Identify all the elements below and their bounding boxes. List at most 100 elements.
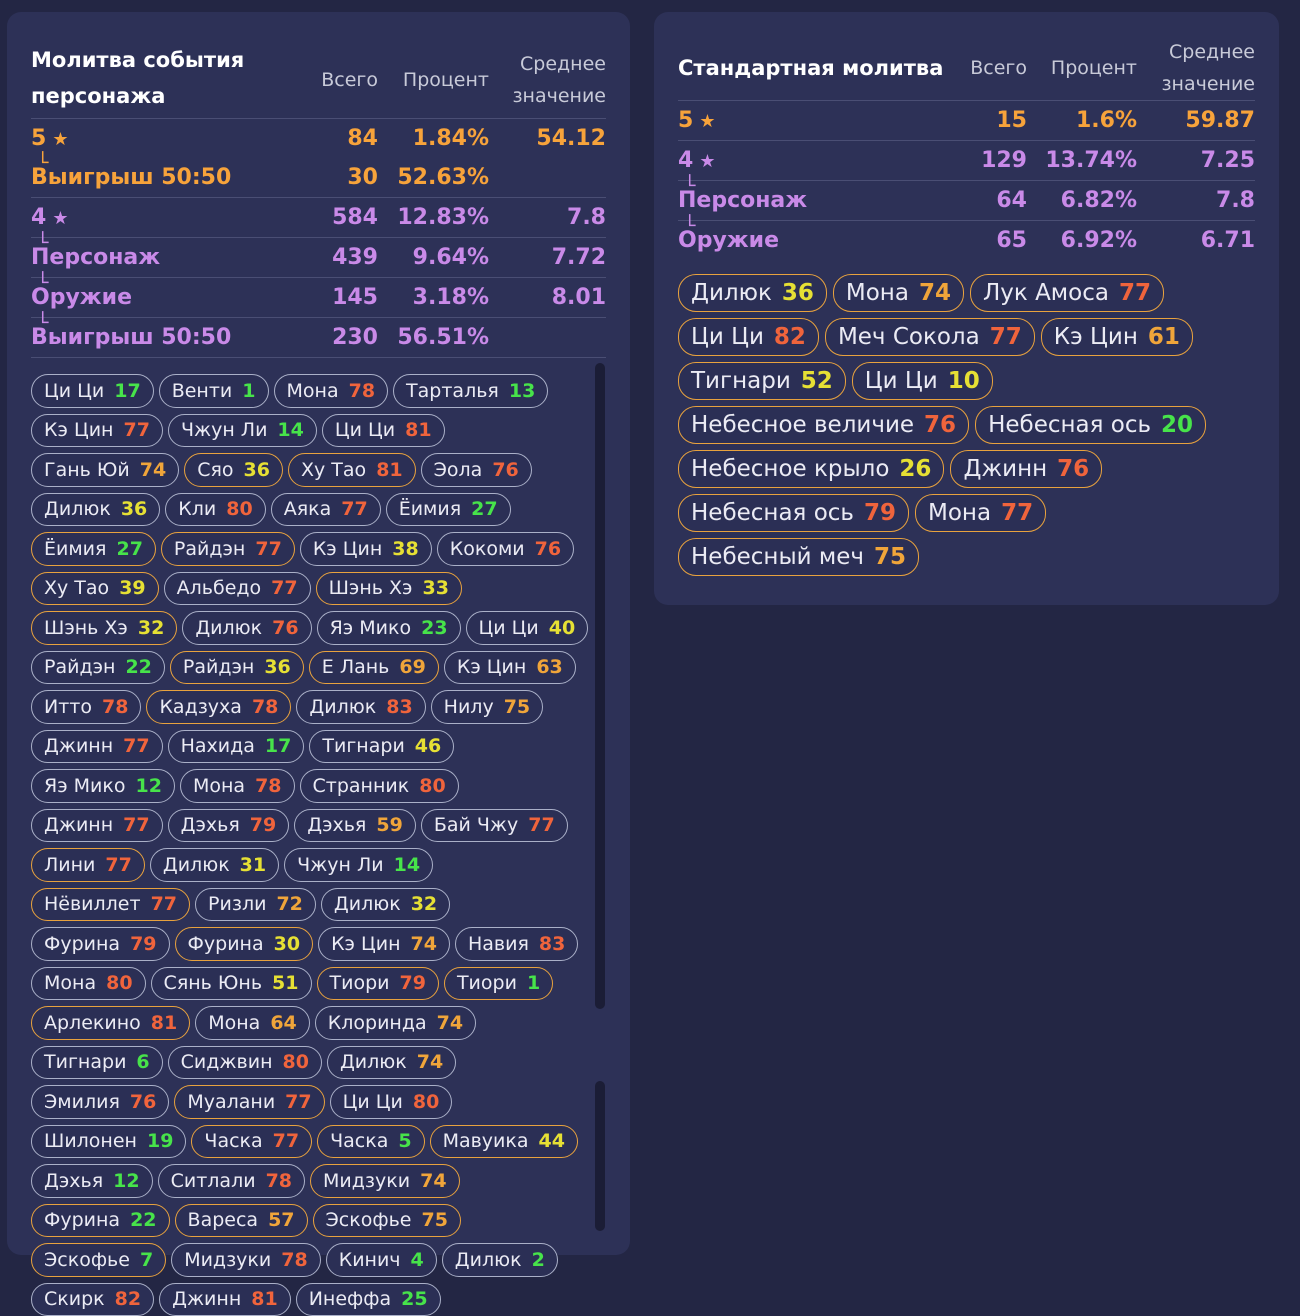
history-scrollbar-lower[interactable] [595, 1081, 605, 1231]
history-scrollbar-upper[interactable] [595, 363, 605, 1009]
